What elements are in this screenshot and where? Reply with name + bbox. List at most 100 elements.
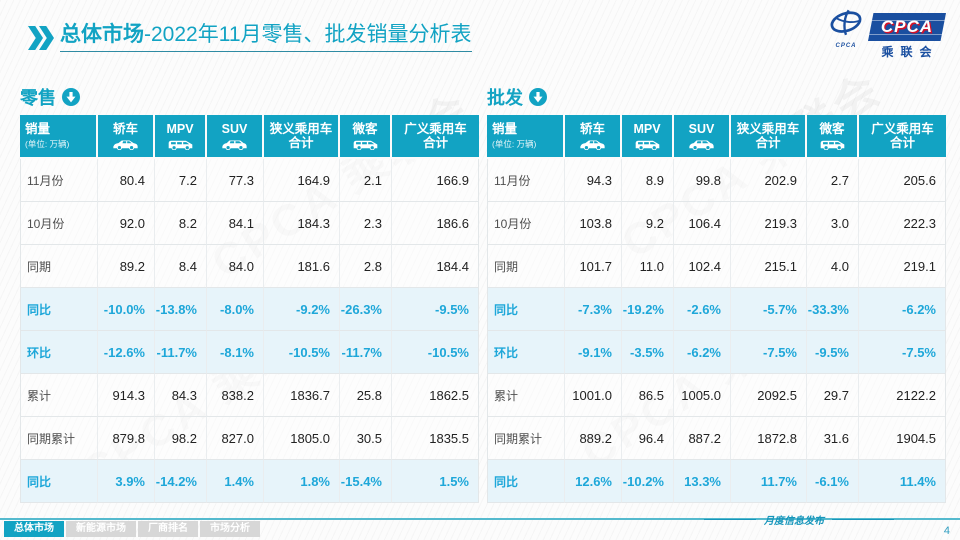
cpca-logo: CPCA CPCA 乘联会 xyxy=(826,8,946,60)
cell-value: -13.8% xyxy=(155,288,207,331)
cell-value: 101.7 xyxy=(565,245,622,288)
cell-value: 205.6 xyxy=(859,159,946,202)
mpv-icon xyxy=(622,139,672,150)
suv-icon xyxy=(674,139,729,150)
footer-divider xyxy=(0,518,960,520)
cell-value: 184.4 xyxy=(392,245,479,288)
cell-value: -8.0% xyxy=(207,288,264,331)
cell-value: 887.2 xyxy=(674,417,731,460)
cell-value: 8.4 xyxy=(155,245,207,288)
cell-value: 11.4% xyxy=(859,460,946,503)
cell-value: -9.1% xyxy=(565,331,622,374)
tab-market-analysis[interactable]: 市场分析 xyxy=(200,521,260,537)
cell-value: 98.2 xyxy=(155,417,207,460)
cell-value: 3.0 xyxy=(807,202,859,245)
table-row: 同期累计 889.2 96.4 887.2 1872.8 31.6 1904.5 xyxy=(487,417,946,460)
cell-value: 1001.0 xyxy=(565,374,622,417)
cell-value: 186.6 xyxy=(392,202,479,245)
footer-tabs: 总体市场 新能源市场 厂商排名 市场分析 xyxy=(4,521,260,537)
title-chevron-icon xyxy=(28,26,54,50)
cell-value: 13.3% xyxy=(674,460,731,503)
release-note-text: 月度信息发布 xyxy=(764,516,824,527)
cell-value: 1.8% xyxy=(264,460,340,503)
row-label: 同比 xyxy=(20,460,98,503)
cell-value: -2.6% xyxy=(674,288,731,331)
table-row: 同比 -7.3% -19.2% -2.6% -5.7% -33.3% -6.2% xyxy=(487,288,946,331)
cell-value: 879.8 xyxy=(98,417,155,460)
cell-value: 12.6% xyxy=(565,460,622,503)
cell-value: -3.5% xyxy=(622,331,674,374)
cell-value: -7.3% xyxy=(565,288,622,331)
cell-value: 181.6 xyxy=(264,245,340,288)
cell-value: -6.2% xyxy=(674,331,731,374)
col-microvan: 微客 xyxy=(340,115,392,159)
col-mpv: MPV xyxy=(622,115,674,159)
cell-value: 11.7% xyxy=(731,460,807,503)
cell-value: 8.2 xyxy=(155,202,207,245)
cell-value: -8.1% xyxy=(207,331,264,374)
table-row: 同比 12.6% -10.2% 13.3% 11.7% -6.1% 11.4% xyxy=(487,460,946,503)
row-label: 环比 xyxy=(20,331,98,374)
cell-value: 184.3 xyxy=(264,202,340,245)
table-row: 11月份 80.4 7.2 77.3 164.9 2.1 166.9 xyxy=(20,159,479,202)
tab-manufacturer-ranking[interactable]: 厂商排名 xyxy=(138,521,198,537)
table-row: 环比 -9.1% -3.5% -6.2% -7.5% -9.5% -7.5% xyxy=(487,331,946,374)
col-suv: SUV xyxy=(207,115,264,159)
cell-value: 106.4 xyxy=(674,202,731,245)
cell-value: 29.7 xyxy=(807,374,859,417)
cell-value: -7.5% xyxy=(859,331,946,374)
sedan-icon xyxy=(565,139,620,150)
cell-value: 1904.5 xyxy=(859,417,946,460)
table-row: 同期 101.7 11.0 102.4 215.1 4.0 219.1 xyxy=(487,245,946,288)
table-row: 同比 3.9% -14.2% 1.4% 1.8% -15.4% 1.5% xyxy=(20,460,479,503)
row-label: 同比 xyxy=(487,460,565,503)
cell-value: 11.0 xyxy=(622,245,674,288)
row-label: 同期累计 xyxy=(20,417,98,460)
row-label: 10月份 xyxy=(487,202,565,245)
mpv-icon xyxy=(155,139,205,150)
cell-value: 219.3 xyxy=(731,202,807,245)
cell-value: 2.1 xyxy=(340,159,392,202)
logo-acronym-box: CPCA xyxy=(868,13,946,41)
col-sedan: 轿车 xyxy=(565,115,622,159)
cell-value: 215.1 xyxy=(731,245,807,288)
row-label: 10月份 xyxy=(20,202,98,245)
sedan-icon xyxy=(98,139,153,150)
cell-value: 25.8 xyxy=(340,374,392,417)
table-row: 同比 -10.0% -13.8% -8.0% -9.2% -26.3% -9.5% xyxy=(20,288,479,331)
cell-value: 86.5 xyxy=(622,374,674,417)
cell-value: 94.3 xyxy=(565,159,622,202)
cell-value: 219.1 xyxy=(859,245,946,288)
tab-nev-market[interactable]: 新能源市场 xyxy=(66,521,136,537)
cell-value: 84.3 xyxy=(155,374,207,417)
col-narrow-pv: 狭义乘用车 合计 xyxy=(264,115,340,159)
cell-value: 89.2 xyxy=(98,245,155,288)
cell-value: 1.5% xyxy=(392,460,479,503)
cell-value: 96.4 xyxy=(622,417,674,460)
col-narrow-pv: 狭义乘用车 合计 xyxy=(731,115,807,159)
cell-value: 103.8 xyxy=(565,202,622,245)
tab-overall-market[interactable]: 总体市场 xyxy=(4,521,64,537)
cell-value: 84.1 xyxy=(207,202,264,245)
column-header-row: 销量 (单位: 万辆) 轿车 MPV SUV 狭义乘用车 合计 微客 广义乘用车 合计 xyxy=(20,115,479,159)
cell-value: 102.4 xyxy=(674,245,731,288)
cell-value: 914.3 xyxy=(98,374,155,417)
down-arrow-icon xyxy=(529,88,547,106)
col-suv: SUV xyxy=(674,115,731,159)
row-label: 同期 xyxy=(20,245,98,288)
cell-value: -6.2% xyxy=(859,288,946,331)
cell-value: 30.5 xyxy=(340,417,392,460)
cell-value: 9.2 xyxy=(622,202,674,245)
table-row: 同期累计 879.8 98.2 827.0 1805.0 30.5 1835.5 xyxy=(20,417,479,460)
cell-value: 222.3 xyxy=(859,202,946,245)
col-sales: 销量 (单位: 万辆) xyxy=(487,115,565,159)
wholesale-table: 销量 (单位: 万辆) 轿车 MPV SUV 狭义乘用车 合计 微客 广义乘用车 合计 11月份 94… xyxy=(487,115,946,503)
suv-icon xyxy=(207,139,262,150)
cell-value: 92.0 xyxy=(98,202,155,245)
cell-value: 1862.5 xyxy=(392,374,479,417)
cell-value: -6.1% xyxy=(807,460,859,503)
row-label: 环比 xyxy=(487,331,565,374)
table-row: 环比 -12.6% -11.7% -8.1% -10.5% -11.7% -10.5% xyxy=(20,331,479,374)
cell-value: 889.2 xyxy=(565,417,622,460)
